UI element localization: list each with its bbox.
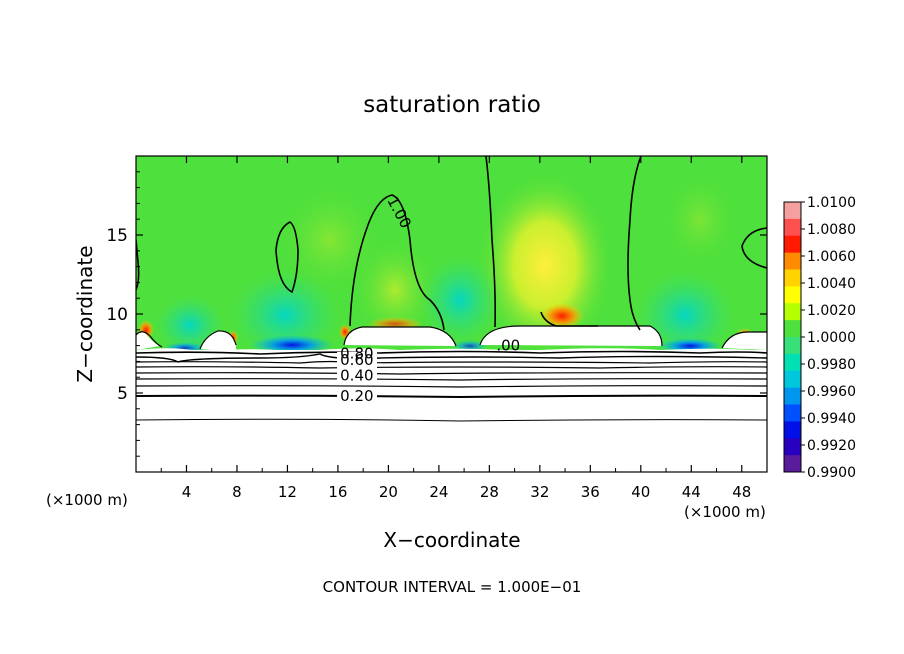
contour-label-bg-1: [337, 352, 377, 382]
cloud-region-1: [136, 331, 160, 350]
colorbar-swatch: [784, 421, 801, 439]
heatmap-band-upper-right: [660, 170, 740, 270]
y-axis: 5 10 15: [106, 171, 767, 457]
chart-title: saturation ratio: [363, 92, 541, 118]
contour-label: 0.20: [340, 387, 373, 405]
colorbar-swatch: [784, 438, 801, 456]
x-tick-label: 4: [182, 483, 192, 501]
x-unit-left: (×1000 m): [46, 491, 128, 509]
x-unit-right: (×1000 m): [684, 503, 766, 521]
contour-lower-6: [136, 378, 767, 381]
cloud-region-5: [722, 332, 767, 350]
x-tick-label: 20: [379, 483, 398, 501]
x-tick-label: 48: [732, 483, 751, 501]
x-axis: 4 8 12 16 20 24 28 32 36 40 44 48: [160, 156, 751, 501]
x-tick-label: 24: [429, 483, 448, 501]
colorbar-swatch: [784, 286, 801, 304]
contour-cloud-3: [479, 325, 663, 347]
x-tick-label: 28: [480, 483, 499, 501]
colorbar-label: 0.9980: [807, 357, 856, 373]
contour-1.00-d: [275, 221, 299, 294]
contour-1.00-f: [136, 239, 140, 291]
x-axis-label: X−coordinate: [383, 528, 520, 552]
colorbar-swatch: [784, 235, 801, 254]
lower-layer: [136, 350, 767, 472]
contour-lower-7: [136, 385, 767, 388]
cloud-region-4: [480, 326, 662, 346]
contour-1.00-c: [627, 156, 642, 331]
colorbar-label: 0.9940: [807, 411, 856, 427]
contour-label-layer: [337, 352, 377, 402]
colorbar-label: 1.0060: [807, 249, 856, 265]
heatmap-field: [136, 156, 767, 472]
contour-lines: [136, 156, 767, 422]
colorbar-swatch: [784, 387, 801, 405]
x-tick-label: 32: [530, 483, 549, 501]
contour-lower-4: [136, 366, 767, 369]
colorbar-swatch: [784, 269, 801, 287]
heatmap-plume-yellow-left: [350, 235, 440, 345]
contour-1.00-a: [349, 194, 445, 331]
contour-0.20: [136, 394, 767, 399]
colorbar-label: 0.9920: [807, 438, 856, 454]
contour-cloud-4: [721, 331, 767, 349]
contour-cloud-1: [199, 330, 237, 350]
contour-label: .00: [496, 337, 520, 355]
colorbar-label: 1.0040: [807, 276, 856, 292]
contour-interval-note: CONTOUR INTERVAL = 1.000E−01: [323, 578, 582, 596]
contour-label-bg-2: [337, 388, 377, 402]
x-tick-label: 8: [232, 483, 242, 501]
contour-lower-5: [136, 372, 767, 375]
colorbar-swatch: [784, 404, 801, 422]
y-tick-label: 5: [117, 384, 128, 404]
colorbar-swatch: [784, 202, 801, 220]
x-tick-label: 16: [328, 483, 347, 501]
x-tick-label: 12: [278, 483, 297, 501]
colorbar-swatch: [784, 218, 801, 237]
contour-label: 0.40: [340, 367, 373, 385]
x-tick-label: 36: [581, 483, 600, 501]
contour-lower-9: [136, 418, 767, 422]
colorbar-label: 1.0020: [807, 303, 856, 319]
contour-1.00-b: [485, 156, 496, 328]
colorbar-swatch: [784, 303, 801, 321]
colorbar-label: 1.0000: [807, 330, 856, 346]
contour-cloud-5: [136, 331, 163, 348]
colorbar-swatch: [784, 337, 801, 355]
y-axis-label: Z−coordinate: [73, 245, 97, 382]
y-tick-label: 15: [106, 226, 128, 246]
contour-label: 0.80: [340, 345, 373, 363]
contour-lower-1: [136, 350, 767, 355]
heatmap-max-red: [540, 303, 584, 329]
heatmap-cyan-3: [420, 255, 500, 345]
colorbar-swatch: [784, 320, 801, 338]
colorbar-label: 1.0080: [807, 222, 856, 238]
y-tick-label: 10: [106, 305, 128, 325]
x-tick-label: 40: [631, 483, 650, 501]
contour-cloud-2: [343, 326, 457, 347]
colorbar: 1.0100 1.0080 1.0060 1.0040 1.0020 1.0000 0.99…: [783, 195, 856, 481]
colorbar-swatch: [784, 370, 801, 389]
colorbar-swatch: [784, 252, 801, 270]
x-tick-label: 44: [682, 483, 701, 501]
colorbar-label: 0.9900: [807, 465, 856, 481]
colorbar-swatch: [784, 455, 801, 473]
contour-lower-3: [136, 360, 767, 364]
contour-label: 0.60: [340, 351, 373, 369]
colorbar-swatch: [784, 353, 801, 372]
cloud-region-3: [344, 327, 456, 346]
contour-1.00-e: [741, 227, 767, 269]
colorbar-label: 0.9960: [807, 384, 856, 400]
colorbar-label: 1.0100: [807, 195, 856, 211]
